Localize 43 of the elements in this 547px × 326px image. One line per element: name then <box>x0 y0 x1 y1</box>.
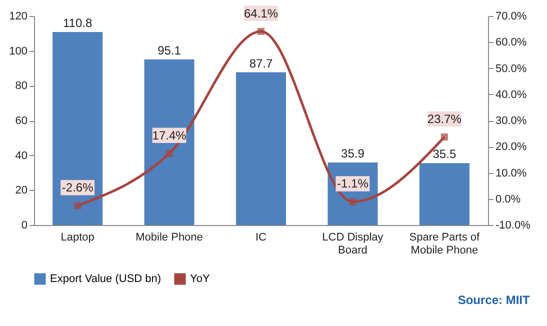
y-tick-label: 0 <box>21 220 28 232</box>
bar <box>419 163 470 225</box>
y-tick-label: 120 <box>9 10 28 22</box>
legend-label: Export Value (USD bn) <box>50 273 162 285</box>
y2-tick-label: 30.0% <box>496 115 527 127</box>
data-label: -2.6% <box>62 180 94 195</box>
point <box>349 198 356 206</box>
x-tick-label: LCD Display Board <box>322 232 384 256</box>
data-label: 17.4% <box>152 128 187 142</box>
source-note: Source: MIIT <box>458 293 531 307</box>
x-tick-label: Laptop <box>60 232 94 244</box>
y-tick-label: 20 <box>15 184 28 197</box>
point <box>74 202 82 210</box>
x-tick-label: Spare Parts of Mobile Phone <box>409 232 481 256</box>
y2-tick-label: -10.0% <box>496 220 531 232</box>
legend-label: YoY <box>190 273 210 285</box>
point <box>440 133 448 140</box>
y-tick-label: 40 <box>15 150 28 162</box>
y2-tick-label: 20.0% <box>496 141 527 154</box>
y2-tick-label: 50.0% <box>496 62 527 75</box>
bar <box>236 72 286 225</box>
y-tick-label: 80 <box>15 80 28 92</box>
data-label: -1.1% <box>337 176 369 191</box>
data-label: 35.5 <box>432 147 456 162</box>
y2-tick-label: 40.0% <box>496 88 527 101</box>
y2-tick-label: 0.0% <box>496 193 521 206</box>
bar <box>52 32 103 225</box>
data-label: 110.8 <box>62 16 92 30</box>
y2-tick-label: 60.0% <box>496 36 527 49</box>
x-tick-label: Mobile Phone <box>136 232 203 244</box>
y-tick-label: 60 <box>15 115 28 127</box>
data-label: 95.1 <box>158 43 182 58</box>
data-label: 64.1% <box>244 6 278 20</box>
bar <box>144 59 194 225</box>
y2-tick-label: 70.0% <box>496 10 527 22</box>
data-label: 23.7% <box>427 112 462 126</box>
point <box>257 28 265 35</box>
y-tick-label: 100 <box>9 45 28 58</box>
x-tick-label: IC <box>256 232 267 244</box>
data-label: 35.9 <box>341 146 365 160</box>
y2-tick-label: 10.0% <box>496 167 527 180</box>
data-label: 87.7 <box>249 56 273 70</box>
point <box>166 150 173 157</box>
